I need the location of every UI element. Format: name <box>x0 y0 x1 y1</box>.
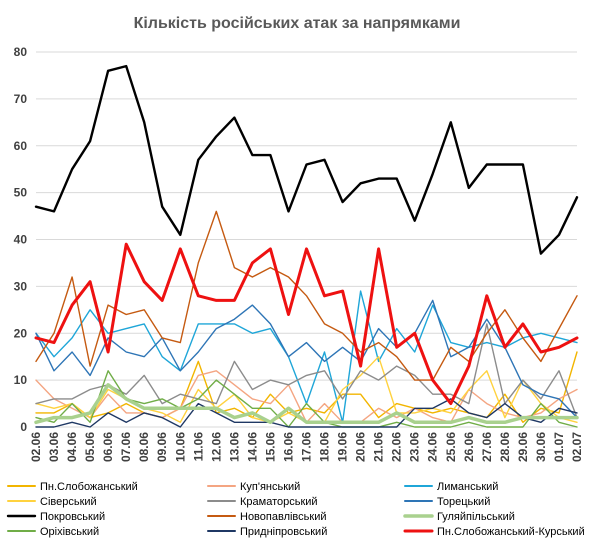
x-tick-label: 25.06 <box>444 432 458 462</box>
x-tick-label: 02.07 <box>570 432 584 462</box>
y-tick-label: 0 <box>20 420 27 434</box>
y-tick-label: 60 <box>14 139 28 153</box>
x-tick-label: 24.06 <box>426 432 440 462</box>
x-tick-label: 28.06 <box>498 432 512 462</box>
series-line <box>35 370 578 428</box>
x-tick-label: 18.06 <box>318 432 332 462</box>
chart-title: Кількість російських атак за напрямками <box>134 15 461 32</box>
series-line <box>34 383 579 425</box>
x-tick-label: 30.06 <box>534 432 548 462</box>
grid-lines <box>36 51 577 428</box>
legend-label: Придніпровський <box>240 526 327 538</box>
x-tick-label: 27.06 <box>480 432 494 462</box>
legend: Пн.Слобожанський Куп'янський Лиманський Сів… <box>6 481 585 538</box>
legend-label: Сіверський <box>40 496 97 508</box>
x-tick-label: 05.06 <box>83 432 97 462</box>
y-tick-label: 20 <box>14 326 28 340</box>
x-tick-label: 11.06 <box>191 432 205 462</box>
y-tick-label: 10 <box>14 373 28 387</box>
legend-label: Куп'янський <box>240 481 300 493</box>
y-axis: 0 10 20 30 40 50 60 70 80 <box>14 45 28 434</box>
x-tick-label: 12.06 <box>209 432 223 462</box>
x-tick-label: 29.06 <box>516 432 530 462</box>
y-tick-label: 40 <box>14 233 28 247</box>
y-tick-label: 80 <box>14 45 28 59</box>
series-lines <box>34 64 579 428</box>
series-line <box>35 299 578 419</box>
x-axis: 02.06 03.06 04.06 05.06 06.06 07.06 08.06 09.06… <box>29 432 584 462</box>
y-tick-label: 50 <box>14 186 28 200</box>
x-tick-label: 15.06 <box>263 432 277 462</box>
x-tick-label: 23.06 <box>408 432 422 462</box>
x-tick-label: 03.06 <box>47 432 61 462</box>
x-tick-label: 01.07 <box>552 432 566 462</box>
x-tick-label: 22.06 <box>390 432 404 462</box>
x-tick-label: 21.06 <box>372 432 386 462</box>
x-tick-label: 26.06 <box>462 432 476 462</box>
series-line <box>35 370 578 423</box>
series-line <box>35 323 578 419</box>
legend-label: Торецький <box>437 496 490 508</box>
x-tick-label: 14.06 <box>245 432 259 462</box>
x-tick-label: 09.06 <box>155 432 169 462</box>
x-tick-label: 19.06 <box>336 432 350 462</box>
series-line <box>35 210 578 381</box>
x-tick-label: 17.06 <box>300 432 314 462</box>
legend-label: Покровський <box>40 511 105 523</box>
x-tick-label: 02.06 <box>29 432 43 462</box>
y-tick-label: 70 <box>14 92 28 106</box>
x-tick-label: 16.06 <box>281 432 295 462</box>
x-tick-label: 07.06 <box>119 432 133 462</box>
legend-label: Лиманський <box>437 481 498 493</box>
legend-label: Новопавлівський <box>240 511 326 523</box>
x-tick-label: 06.06 <box>101 432 115 462</box>
legend-label: Пн.Слобожанський <box>40 481 138 493</box>
x-tick-label: 20.06 <box>354 432 368 462</box>
series-line <box>34 242 579 406</box>
legend-label: Пн.Слобожанський-Курський <box>437 526 585 538</box>
series-line <box>34 64 579 255</box>
x-tick-label: 04.06 <box>65 432 79 462</box>
x-tick-label: 13.06 <box>227 432 241 462</box>
y-tick-label: 30 <box>14 279 28 293</box>
legend-label: Оріхівський <box>40 526 99 538</box>
legend-label: Гуляйпільський <box>437 511 515 523</box>
x-tick-label: 10.06 <box>173 432 187 462</box>
x-tick-label: 08.06 <box>137 432 151 462</box>
legend-label: Краматорський <box>240 496 318 508</box>
